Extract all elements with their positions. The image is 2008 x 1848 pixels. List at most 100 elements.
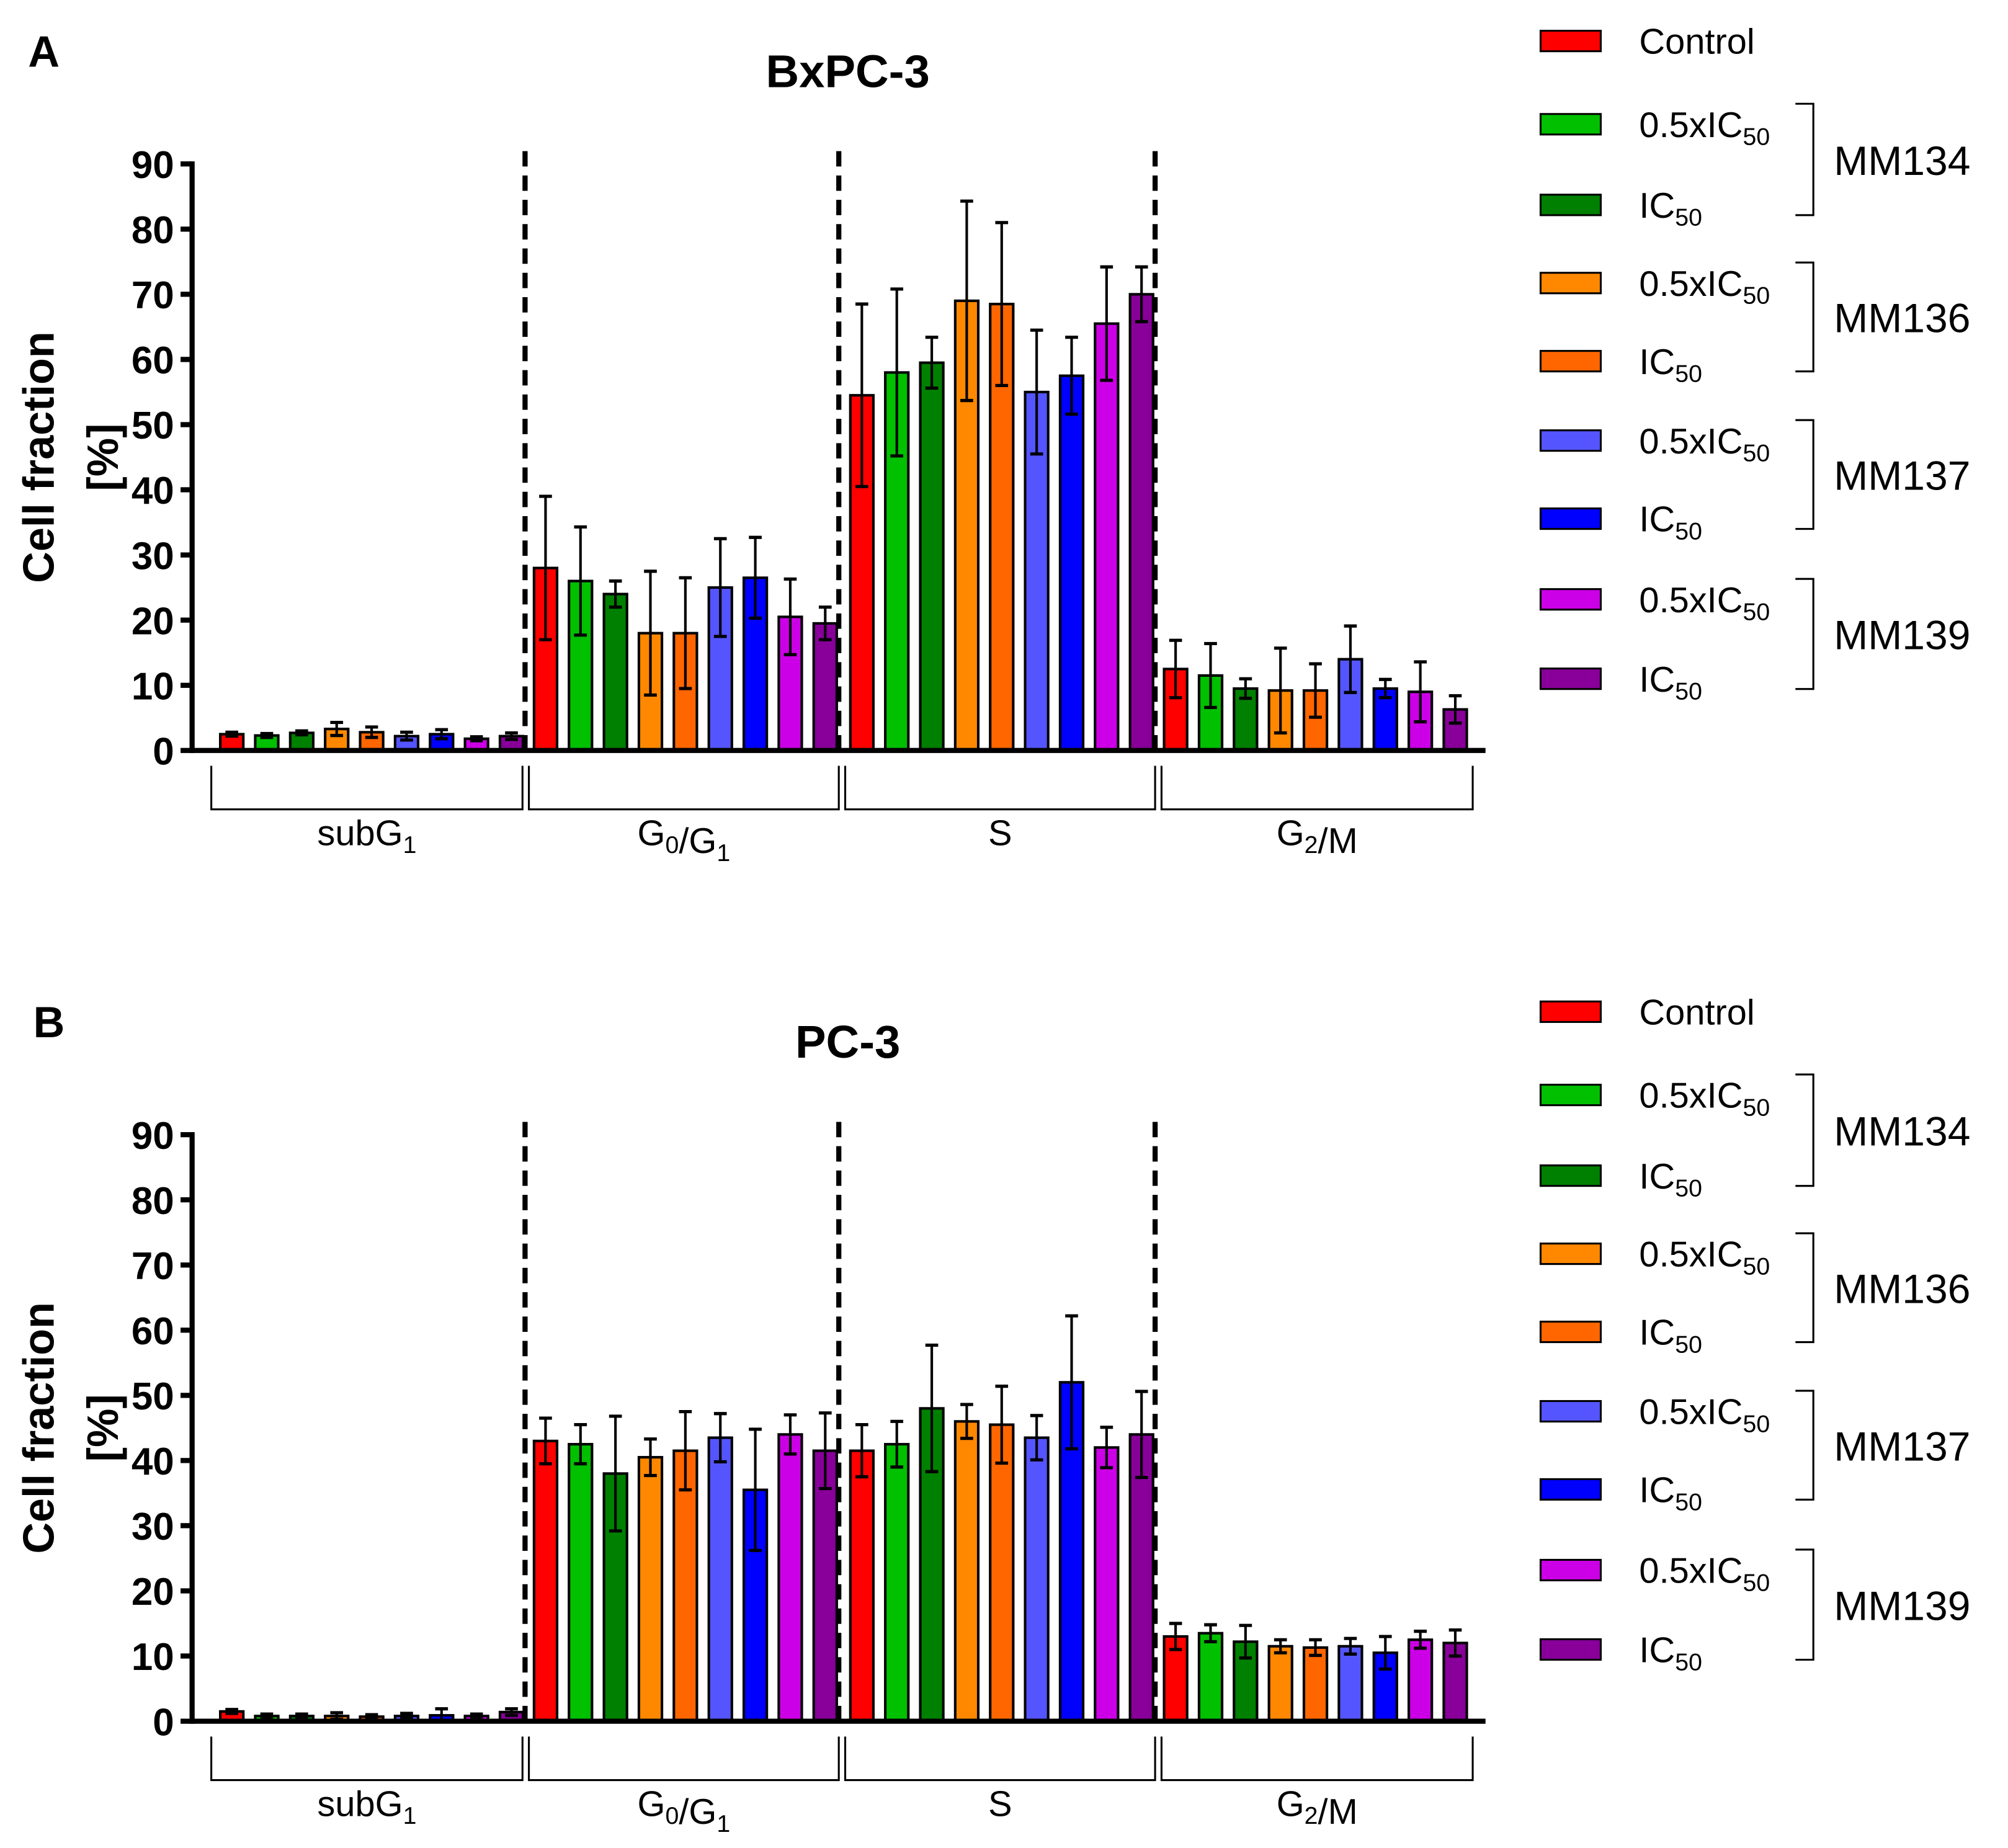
- y-tick-label: 30: [132, 535, 174, 578]
- legend-label: IC50: [1639, 186, 1702, 231]
- subscript: 1: [403, 1802, 417, 1829]
- text-part: 0.5xIC: [1639, 581, 1742, 620]
- legend-swatch: [1539, 507, 1602, 530]
- x-category-label: subG1: [317, 1784, 416, 1829]
- text-part: S: [988, 814, 1012, 854]
- text-part: /G: [679, 821, 716, 861]
- x-category-label: subG1: [317, 814, 416, 859]
- text-part: IC: [1639, 500, 1675, 540]
- legend-swatch: [1539, 1084, 1602, 1107]
- chart-title: PC-3: [795, 1016, 900, 1068]
- legend-swatch: [1539, 30, 1602, 53]
- text-part: /G: [679, 1792, 716, 1832]
- bar: [637, 1456, 664, 1723]
- text-part: Control: [1639, 993, 1754, 1033]
- bar: [1337, 1645, 1363, 1723]
- category-bracket: [210, 1736, 524, 1782]
- x-category-label: S: [988, 1784, 1012, 1824]
- bar: [1302, 1646, 1329, 1723]
- bar: [1197, 1632, 1224, 1723]
- bar: [602, 592, 628, 752]
- legend-group-label: MM137: [1834, 1423, 1970, 1469]
- y-tick-label: 10: [132, 1636, 174, 1679]
- y-axis-label-unit: [%]: [78, 1394, 127, 1462]
- subscript: 1: [403, 831, 417, 859]
- legend-swatch: [1539, 667, 1602, 690]
- text-part: /M: [1318, 1792, 1358, 1832]
- chart-title: BxPC-3: [766, 45, 930, 97]
- subscript: 50: [1742, 440, 1770, 467]
- legend-swatch: [1539, 350, 1602, 373]
- y-tick-label: 50: [132, 404, 174, 447]
- y-tick-label: 10: [132, 665, 174, 708]
- legend-label: 0.5xIC50: [1639, 105, 1770, 151]
- y-axis-label: Cell fraction: [14, 1302, 63, 1554]
- y-tick-label: 0: [153, 1701, 174, 1744]
- legend-group-label: MM136: [1834, 1266, 1970, 1312]
- legend-label: IC50: [1639, 1631, 1702, 1676]
- legend-swatch: [1539, 272, 1602, 295]
- bar: [1024, 1436, 1050, 1723]
- legend-group-label: MM136: [1834, 295, 1970, 341]
- bar: [1407, 1638, 1434, 1723]
- y-tick-label: 80: [132, 209, 174, 252]
- legend-label: 0.5xIC50: [1639, 1235, 1770, 1280]
- category-bracket: [1160, 1736, 1474, 1782]
- legend-swatch: [1539, 588, 1602, 611]
- bar: [919, 361, 945, 752]
- category-bracket: [844, 1736, 1156, 1782]
- subscript: 50: [1742, 599, 1770, 626]
- text-part: 0.5xIC: [1639, 1393, 1742, 1432]
- subscript: 50: [1675, 517, 1702, 545]
- subscript: 50: [1742, 1569, 1770, 1596]
- y-tick-label: 20: [132, 1571, 174, 1614]
- text-part: subG: [317, 1784, 403, 1824]
- text-part: 0.5xIC: [1639, 105, 1742, 145]
- text-part: G: [1277, 1784, 1305, 1824]
- y-axis-label: Cell fraction: [14, 331, 63, 583]
- text-part: subG: [317, 814, 403, 854]
- legend-group-bracket: [1795, 102, 1814, 216]
- bar: [1094, 1446, 1120, 1723]
- legend-label: IC50: [1639, 500, 1702, 545]
- subscript: 50: [1742, 1410, 1770, 1437]
- y-tick-label: 70: [132, 274, 174, 317]
- legend-label: 0.5xIC50: [1639, 1393, 1770, 1438]
- legend-swatch: [1539, 1638, 1602, 1661]
- category-bracket: [210, 766, 524, 811]
- subscript: 50: [1675, 204, 1702, 231]
- bar: [672, 1449, 698, 1723]
- y-tick-label: 60: [132, 339, 174, 382]
- text-part: IC: [1639, 1471, 1675, 1511]
- legend-label: IC50: [1639, 342, 1702, 388]
- text-part: IC: [1639, 1157, 1675, 1197]
- legend-label: 0.5xIC50: [1639, 1551, 1770, 1597]
- subscript: 50: [1675, 1175, 1702, 1202]
- legend-group-bracket: [1795, 1073, 1814, 1187]
- text-part: IC: [1639, 186, 1675, 226]
- category-bracket: [1160, 766, 1474, 811]
- x-category-label: G0/G1: [638, 814, 731, 867]
- legend-label: 0.5xIC50: [1639, 581, 1770, 626]
- bar: [812, 1449, 838, 1723]
- subscript: 50: [1742, 1094, 1770, 1121]
- legend-swatch: [1539, 1320, 1602, 1344]
- text-part: IC: [1639, 1313, 1675, 1353]
- legend-swatch: [1539, 194, 1602, 216]
- y-axis-label-unit: [%]: [78, 423, 127, 491]
- x-category-label: G2/M: [1277, 1784, 1358, 1832]
- panel-label: B: [33, 998, 65, 1047]
- panel-label: A: [28, 27, 60, 76]
- legend-group-label: MM134: [1834, 138, 1970, 184]
- x-category-label: S: [988, 814, 1012, 854]
- legend-label: IC50: [1639, 1313, 1702, 1359]
- legend-label: Control: [1639, 22, 1754, 62]
- y-tick-label: 50: [132, 1375, 174, 1418]
- category-bracket: [844, 766, 1156, 811]
- x-category-label: G0/G1: [638, 1784, 731, 1837]
- legend-group-bracket: [1795, 1232, 1814, 1344]
- legend-label: IC50: [1639, 1471, 1702, 1516]
- bar: [568, 1443, 594, 1723]
- bar: [1128, 293, 1154, 752]
